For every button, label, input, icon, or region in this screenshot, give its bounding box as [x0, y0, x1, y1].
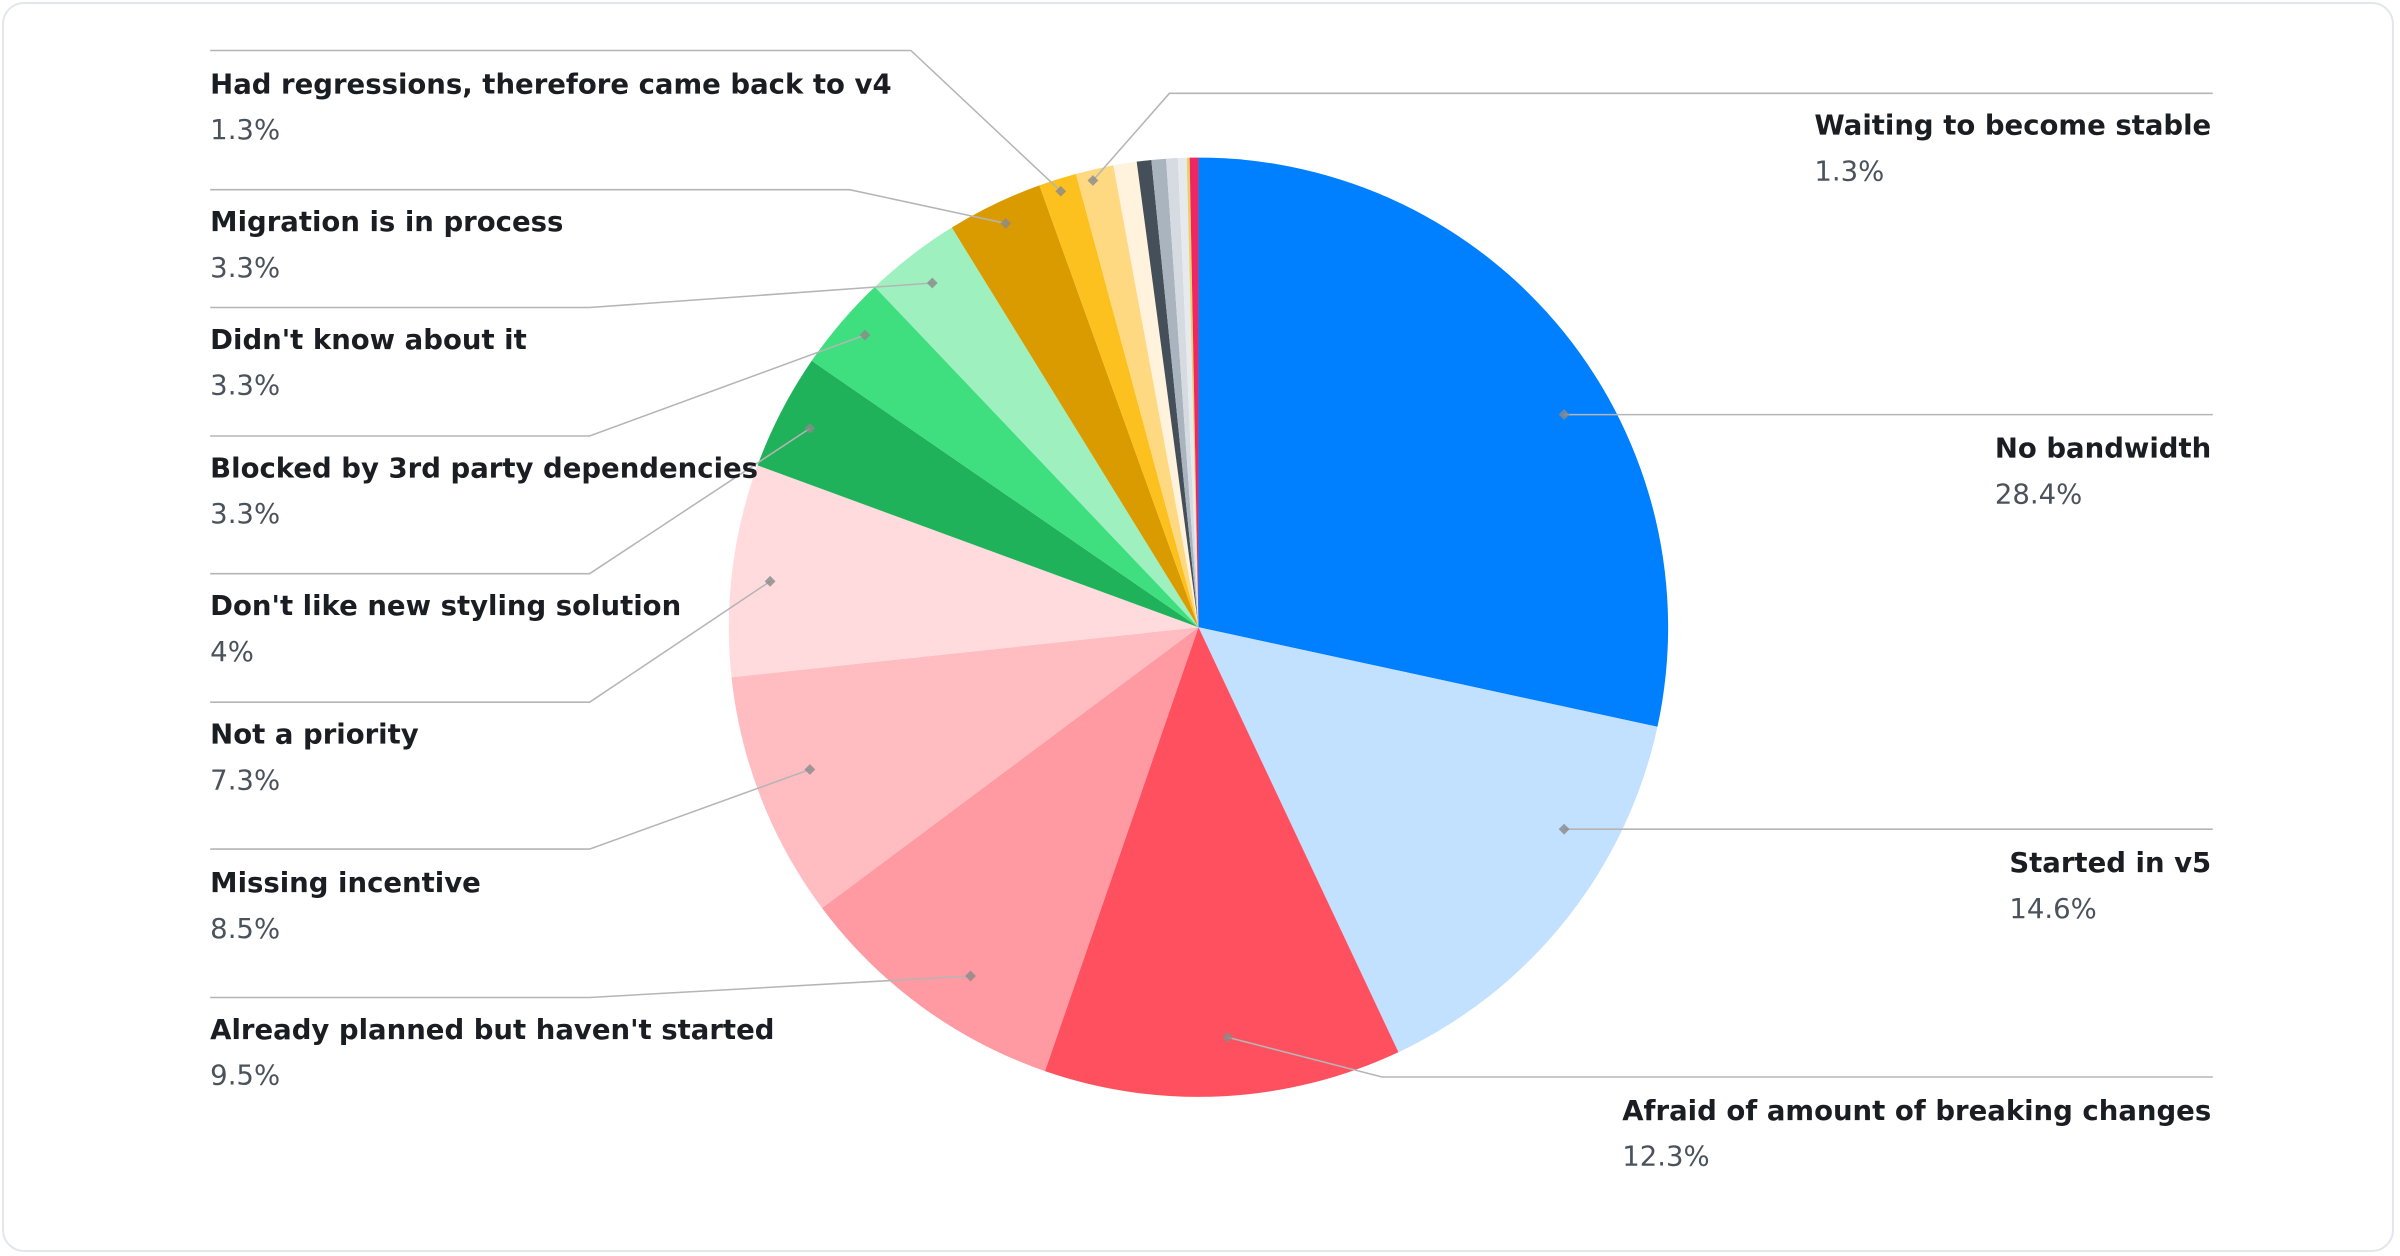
slice-label: Started in v5 [2009, 847, 2211, 879]
leader-line [1092, 92, 2213, 182]
leader-marker [804, 422, 816, 434]
slice-value-label: 12.3% [1622, 1141, 1709, 1173]
leader-line [210, 427, 811, 575]
leader-line [210, 188, 1006, 225]
pie-slice[interactable] [731, 627, 1199, 909]
leader-marker [965, 970, 976, 982]
leader-line [210, 282, 933, 309]
leader-line [210, 334, 866, 437]
slice-value-label: 3.3% [210, 252, 280, 284]
pie-slice[interactable] [822, 627, 1199, 1072]
slice-label: Don't like new styling solution [210, 590, 681, 622]
leader-marker [764, 575, 776, 587]
leader-marker [926, 277, 938, 289]
leader-line [210, 975, 971, 999]
slice-value-label: 8.5% [210, 913, 280, 945]
slice-label: Blocked by 3rd party dependencies [210, 452, 758, 484]
leader-marker [1000, 217, 1012, 229]
slice-label: Migration is in process [210, 206, 563, 238]
slice-value-label: 9.5% [210, 1060, 280, 1092]
leader-line [210, 768, 811, 850]
slice-value-label: 28.4% [1995, 478, 2082, 510]
slice-label: Missing incentive [210, 867, 481, 899]
pie-slice[interactable] [1198, 627, 1658, 1053]
pie-slice[interactable] [1177, 157, 1199, 628]
pie-slice[interactable] [1166, 158, 1199, 628]
slice-value-label: 7.3% [210, 764, 280, 796]
pie-slice[interactable] [1044, 627, 1399, 1097]
slice-label: Afraid of amount of breaking changes [1622, 1095, 2211, 1127]
leader-line [210, 580, 771, 703]
pie-slice[interactable] [811, 286, 1199, 628]
pie-slice[interactable] [757, 360, 1199, 628]
slice-label: Didn't know about it [210, 324, 527, 356]
pie-slice[interactable] [1136, 159, 1199, 628]
slice-value-label: 3.3% [210, 370, 280, 402]
slice-value-label: 1.3% [210, 114, 280, 146]
pie-slice[interactable] [1151, 158, 1199, 628]
slice-value-label: 3.3% [210, 498, 280, 530]
pie-slice[interactable] [1198, 157, 1669, 727]
slice-label: Not a priority [210, 719, 419, 751]
leader-marker [859, 329, 871, 341]
leader-line [210, 49, 1062, 192]
slice-value-label: 14.6% [2009, 893, 2096, 925]
leader-marker [1087, 175, 1099, 186]
leader-line [1227, 1036, 2213, 1078]
pie-slice[interactable] [951, 185, 1199, 628]
pie-slice[interactable] [1113, 161, 1199, 628]
slice-value-label: 1.3% [1814, 156, 1884, 188]
slice-label: Had regressions, therefore came back to … [210, 68, 891, 100]
pie-slice[interactable] [1039, 173, 1199, 628]
pie-slice[interactable] [1189, 157, 1199, 628]
pie-slice[interactable] [728, 465, 1199, 678]
slice-label: Already planned but haven't started [210, 1014, 774, 1046]
slice-label: Waiting to become stable [1814, 110, 2211, 142]
slice-value-label: 4% [210, 636, 254, 668]
pie-slice[interactable] [1186, 157, 1199, 628]
slice-label: No bandwidth [1995, 432, 2211, 464]
leader-marker [804, 764, 816, 775]
pie-slice[interactable] [1075, 165, 1199, 628]
pie-slice[interactable] [874, 227, 1199, 628]
